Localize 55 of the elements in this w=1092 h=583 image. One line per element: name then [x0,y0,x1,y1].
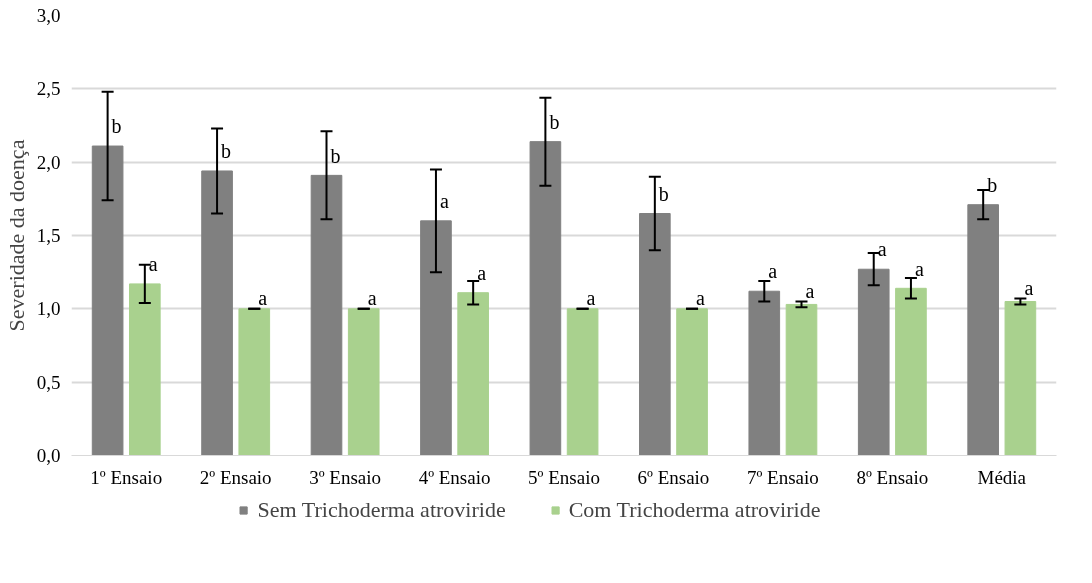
y-tick-label: 2,0 [36,151,61,173]
x-tick-label: 3º Ensaio [309,466,382,488]
bar [967,204,999,456]
data-label: b [111,115,122,138]
bar [566,308,599,456]
bar [201,170,233,456]
data-label: a [696,286,706,309]
bar [91,145,124,456]
legend-label: Sem Trichoderma atroviride [257,497,506,523]
x-tick-label: 8º Ensaio [856,466,929,488]
data-label: a [439,190,449,213]
bar [310,174,343,456]
bar [347,308,380,456]
x-tick-label: Média [977,466,1027,488]
bar [676,308,708,456]
legend-label: Com Trichoderma atroviride [568,497,821,523]
data-label: a [258,286,268,309]
y-tick-label: 0,5 [36,371,61,393]
y-tick-label: 2,5 [36,78,61,100]
x-tick-label: 2º Ensaio [199,466,272,488]
bar [1004,301,1037,456]
x-tick-label: 1º Ensaio [90,466,163,488]
data-label: a [805,279,815,302]
y-tick-label: 0,0 [36,445,61,466]
x-tick-label: 4º Ensaio [418,466,491,488]
data-label: b [330,144,341,167]
data-label: a [914,257,924,280]
bar [857,268,890,456]
bar [420,220,452,456]
data-label: a [1024,276,1034,299]
x-tick-label: 6º Ensaio [637,466,710,488]
bar [639,213,671,456]
x-tick-label: 7º Ensaio [746,466,819,488]
y-axis-title: Severidade da doença [3,139,29,332]
bar [748,290,781,456]
data-label: b [658,182,669,205]
data-label: b [549,110,560,133]
bar [529,141,562,456]
data-label: a [477,261,487,284]
bar [238,308,271,456]
y-tick-label: 1,0 [36,298,61,320]
bar [457,292,489,456]
y-tick-label: 1,5 [36,225,61,246]
bar [895,287,927,456]
data-label: a [768,260,778,283]
x-tick-label: 5º Ensaio [528,466,600,488]
data-label: a [367,286,377,309]
data-label: a [586,286,596,309]
data-label: a [877,238,887,261]
bar [785,303,818,456]
data-label: b [221,140,232,163]
data-label: b [987,173,998,196]
bar [129,283,161,456]
data-label: a [148,253,158,276]
y-tick-label: 3,0 [36,5,61,26]
